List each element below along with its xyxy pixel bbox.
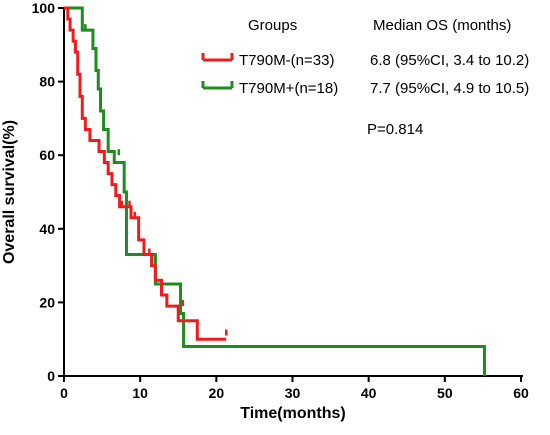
legend-entry-t790m-pos: T790M+(n=18) 7.7 (95%CI, 4.9 to 10.5) <box>201 80 529 97</box>
series-line-t790m-pos <box>64 6 486 376</box>
y-tick-label: 40 <box>39 221 55 237</box>
legend-label-t790m-neg: T790M-(n=33) <box>239 52 334 69</box>
y-axis-label: Overall survival(%) <box>1 120 18 264</box>
legend-entry-t790m-neg: T790M-(n=33) 6.8 (95%CI, 3.4 to 10.2) <box>201 52 529 69</box>
x-tick-label: 20 <box>209 385 225 401</box>
series-line-t790m-neg <box>64 6 227 341</box>
y-tick-label: 0 <box>47 368 55 384</box>
x-tick-label: 0 <box>60 385 68 401</box>
y-tick-label: 80 <box>39 74 55 90</box>
x-ticks: 0 10 20 30 40 50 60 <box>60 376 529 401</box>
series-layer <box>64 6 486 376</box>
legend: Groups Median OS (months) T790M-(n=33) 6… <box>201 17 529 97</box>
p-value-annotation: P=0.814 <box>367 121 423 138</box>
y-tick-label: 20 <box>39 294 55 310</box>
y-tick-label: 60 <box>39 147 55 163</box>
x-tick-label: 30 <box>285 385 301 401</box>
x-tick-label: 10 <box>132 385 148 401</box>
legend-median-t790m-neg: 6.8 (95%CI, 3.4 to 10.2) <box>370 52 529 69</box>
x-tick-label: 50 <box>437 385 453 401</box>
legend-groups-header: Groups <box>248 17 297 34</box>
y-ticks: 0 20 40 60 80 100 <box>32 0 64 384</box>
legend-median-t790m-pos: 7.7 (95%CI, 4.9 to 10.5) <box>370 80 529 97</box>
x-tick-label: 40 <box>361 385 377 401</box>
legend-median-header: Median OS (months) <box>373 17 511 34</box>
x-axis-label: Time(months) <box>240 405 345 422</box>
legend-label-t790m-pos: T790M+(n=18) <box>239 80 338 97</box>
y-tick-label: 100 <box>32 0 56 16</box>
x-tick-label: 60 <box>513 385 529 401</box>
